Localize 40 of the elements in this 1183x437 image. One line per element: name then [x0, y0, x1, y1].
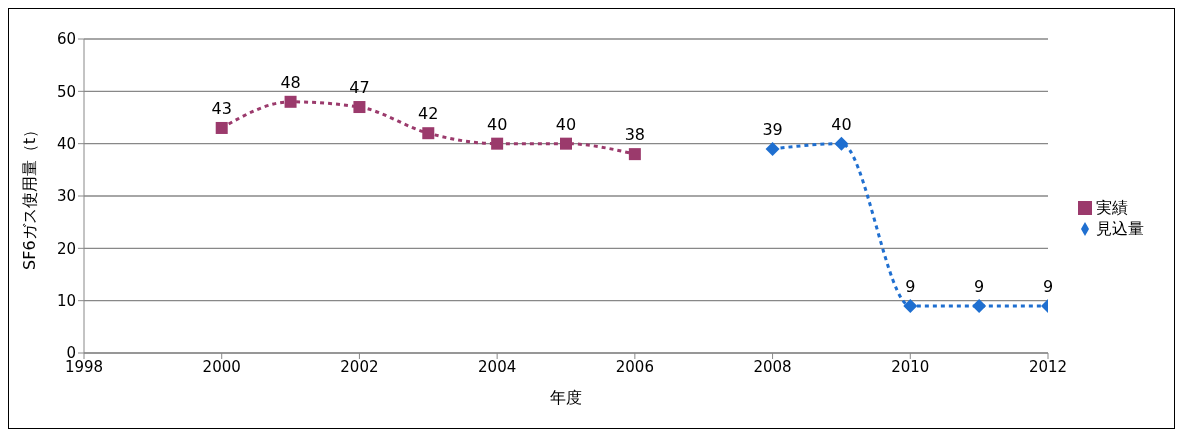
data-label: 43 — [211, 98, 232, 118]
x-tick-label: 2002 — [340, 357, 379, 376]
x-axis-title: 年度 — [550, 388, 582, 407]
data-label: 9 — [1042, 276, 1054, 296]
data-label: 40 — [831, 114, 852, 134]
point — [422, 127, 435, 140]
data-label: 48 — [280, 72, 301, 92]
y-axis-title: SF6ガス使用量（t） — [19, 122, 39, 270]
data-label: 38 — [624, 125, 646, 145]
x-tick-label: 2010 — [891, 357, 930, 376]
y-tick-label: 30 — [56, 187, 76, 206]
data-label: 9 — [974, 276, 985, 296]
legend-label: 見込量 — [1096, 218, 1144, 238]
point — [972, 298, 987, 313]
y-tick-label: 20 — [56, 239, 76, 258]
point — [628, 148, 641, 161]
data-label: 42 — [418, 104, 439, 124]
y-tick-label: 40 — [56, 134, 76, 153]
point — [834, 136, 849, 151]
y-tick-label: 10 — [56, 291, 76, 310]
point — [765, 141, 780, 156]
point — [560, 137, 572, 150]
point — [491, 137, 504, 150]
x-tick-label: 2004 — [478, 357, 517, 376]
data-label: 40 — [555, 114, 577, 134]
point — [284, 95, 297, 108]
x-tick-label: 2000 — [202, 357, 241, 376]
data-label: 47 — [349, 78, 370, 98]
x-tick-label: 2008 — [753, 357, 792, 376]
x-tick-label: 2012 — [1028, 357, 1068, 376]
x-tick-label: 2006 — [615, 357, 654, 376]
legend-label: 実績 — [1096, 197, 1128, 217]
point — [215, 121, 228, 134]
data-label: 40 — [486, 114, 508, 134]
y-tick-label: 60 — [56, 30, 76, 49]
point — [903, 298, 918, 313]
data-label: 9 — [905, 276, 916, 296]
data-label: 39 — [762, 119, 783, 139]
y-tick-label: 50 — [56, 82, 76, 101]
point — [353, 101, 366, 114]
